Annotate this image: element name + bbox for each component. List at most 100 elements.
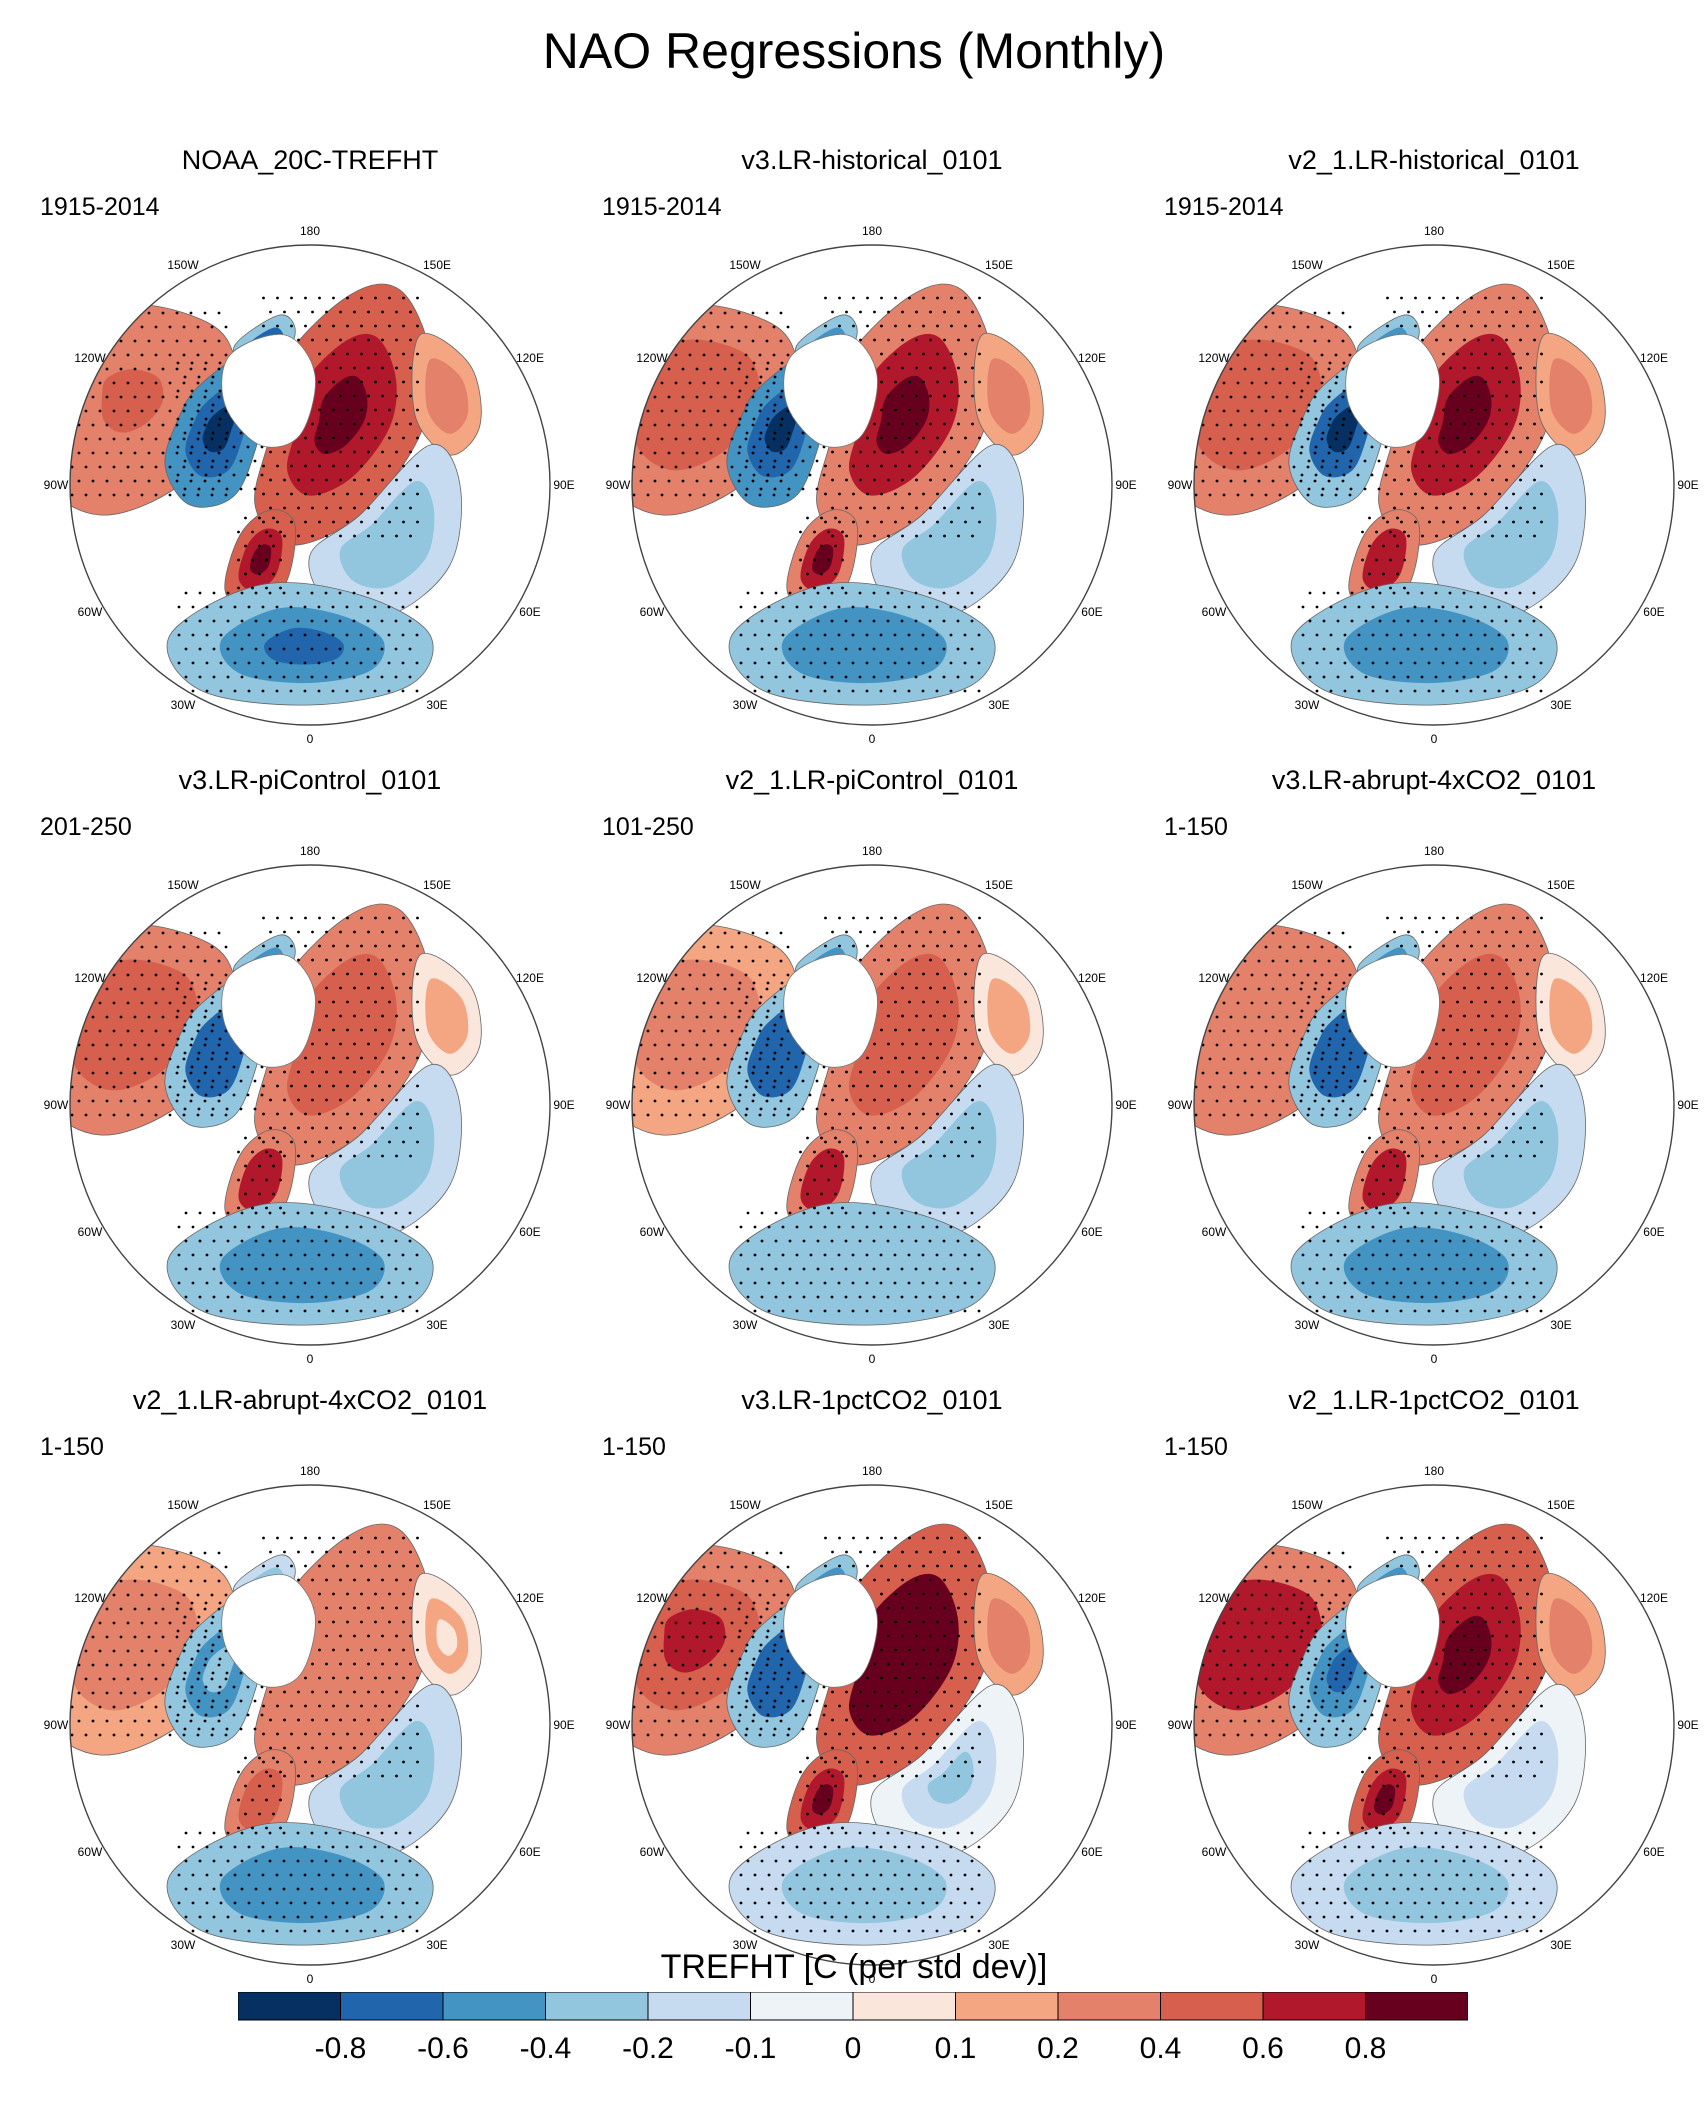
longitude-label: 150E bbox=[985, 258, 1013, 272]
north-america-region-peak bbox=[663, 369, 726, 433]
longitude-label: 180 bbox=[1424, 224, 1444, 238]
longitude-label: 180 bbox=[300, 844, 320, 858]
colorbar-tick-label: 0.1 bbox=[935, 2032, 977, 2065]
longitude-label: 90W bbox=[606, 1718, 631, 1732]
longitude-label: 30E bbox=[988, 1318, 1009, 1332]
significance-stipple bbox=[1194, 916, 1543, 1313]
longitude-label: 60E bbox=[1081, 1845, 1102, 1859]
north-america-region-peak bbox=[101, 989, 164, 1053]
panel-title: v3.LR-abrupt-4xCO2_0101 bbox=[1271, 765, 1597, 795]
polar-map: 180 150E 120E 90E 60E 30E 0 30W 60W 90W 120W 150W bbox=[1168, 1464, 1699, 1986]
longitude-label: 180 bbox=[300, 224, 320, 238]
central-asia-region-peak bbox=[1489, 511, 1536, 564]
map-panel: v3.LR-piControl_0101 180 150E 120E 90E 60E 30E… bbox=[30, 765, 590, 1385]
central-asia-region-peak bbox=[1489, 1751, 1536, 1804]
central-asia-region-peak bbox=[927, 1751, 974, 1804]
longitude-label: 150W bbox=[729, 878, 761, 892]
canada-region-peak bbox=[202, 1026, 236, 1073]
longitude-label: 120E bbox=[1640, 971, 1668, 985]
panel-period: 1915-2014 bbox=[1164, 193, 1284, 221]
longitude-label: 90E bbox=[1115, 1098, 1136, 1112]
europe-region-peak bbox=[1374, 544, 1396, 575]
longitude-label: 90W bbox=[606, 478, 631, 492]
central-asia-region-peak bbox=[927, 511, 974, 564]
longitude-label: 120E bbox=[516, 1591, 544, 1605]
colorbar-swatch bbox=[647, 1992, 751, 2021]
longitude-label: 150E bbox=[423, 258, 451, 272]
polar-map: 180 150E 120E 90E 60E 30E 0 30W 60W 90W 120W 150W bbox=[44, 844, 575, 1366]
longitude-label: 30W bbox=[171, 1938, 196, 1952]
longitude-label: 120W bbox=[1198, 1591, 1230, 1605]
polar-map: 180 150E 120E 90E 60E 30E 0 30W 60W 90W 120W 150W bbox=[606, 224, 1137, 746]
map-boundary bbox=[1193, 1484, 1675, 1966]
panel-period: 1-150 bbox=[40, 1433, 104, 1461]
central-asia-region-peak bbox=[365, 1131, 412, 1184]
canada-region-peak bbox=[764, 1646, 798, 1693]
longitude-label: 180 bbox=[862, 844, 882, 858]
north-africa-region-peak bbox=[1388, 1867, 1468, 1905]
longitude-label: 90E bbox=[1677, 1718, 1698, 1732]
longitude-label: 120E bbox=[1078, 351, 1106, 365]
colorbar-tick-label: -0.2 bbox=[622, 2032, 674, 2065]
north-africa-region-peak bbox=[826, 1247, 906, 1285]
longitude-label: 90E bbox=[553, 1098, 574, 1112]
arctic-ocean bbox=[221, 954, 316, 1068]
longitude-label: 0 bbox=[307, 1352, 314, 1366]
north-africa-region-peak bbox=[264, 627, 344, 665]
longitude-label: 120E bbox=[516, 971, 544, 985]
longitude-label: 30E bbox=[1550, 698, 1571, 712]
longitude-label: 60E bbox=[1643, 1225, 1664, 1239]
longitude-label: 90W bbox=[44, 478, 69, 492]
far-east-region-peak bbox=[1560, 999, 1582, 1036]
north-america-region-peak bbox=[663, 989, 726, 1053]
longitude-label: 120W bbox=[74, 351, 106, 365]
polar-map: 180 150E 120E 90E 60E 30E 0 30W 60W 90W 120W 150W bbox=[1168, 844, 1699, 1366]
arctic-ocean bbox=[1345, 334, 1440, 448]
arctic-ocean bbox=[221, 334, 316, 448]
colorbar-swatch bbox=[238, 1992, 341, 2021]
longitude-label: 120E bbox=[516, 351, 544, 365]
north-america-region-peak bbox=[1225, 1609, 1288, 1673]
europe-region-peak bbox=[812, 544, 834, 575]
panel-period: 1-150 bbox=[602, 1433, 666, 1461]
colorbar-tick-label: 0.8 bbox=[1345, 2032, 1387, 2065]
far-east-region-peak bbox=[436, 1619, 458, 1656]
longitude-label: 60E bbox=[1081, 605, 1102, 619]
longitude-label: 30W bbox=[171, 698, 196, 712]
map-boundary bbox=[69, 1484, 551, 1966]
longitude-label: 30E bbox=[1550, 1938, 1571, 1952]
panel-title: v2_1.LR-1pctCO2_0101 bbox=[1288, 1385, 1580, 1415]
colorbar-swatch bbox=[750, 1992, 854, 2021]
north-america-region-peak bbox=[101, 369, 164, 433]
north-africa-region-peak bbox=[264, 1867, 344, 1905]
europe-region-peak bbox=[250, 1784, 272, 1815]
map-panel: v2_1.LR-abrupt-4xCO2_0101 180 150E 120E 90E 6… bbox=[30, 1385, 590, 2005]
longitude-label: 30E bbox=[1550, 1318, 1571, 1332]
longitude-label: 30W bbox=[171, 1318, 196, 1332]
longitude-label: 30E bbox=[426, 1938, 447, 1952]
far-east-region-peak bbox=[998, 999, 1020, 1036]
canada-region-peak bbox=[202, 1646, 236, 1693]
longitude-label: 0 bbox=[307, 732, 314, 746]
colorbar-tick-label: -0.8 bbox=[315, 2032, 367, 2065]
longitude-label: 180 bbox=[862, 1464, 882, 1478]
longitude-label: 60W bbox=[640, 1845, 665, 1859]
longitude-label: 60E bbox=[519, 605, 540, 619]
europe-region-peak bbox=[812, 1784, 834, 1815]
north-africa-region-peak bbox=[826, 627, 906, 665]
colorbar-tick-label: 0.2 bbox=[1037, 2032, 1079, 2065]
figure-title: NAO Regressions (Monthly) bbox=[542, 23, 1166, 79]
europe-region-peak bbox=[250, 1164, 272, 1195]
arctic-ocean bbox=[221, 1574, 316, 1688]
longitude-label: 60E bbox=[519, 1845, 540, 1859]
longitude-label: 60W bbox=[78, 1225, 103, 1239]
longitude-label: 150W bbox=[167, 1498, 199, 1512]
map-panel: NOAA_20C-TREFHT 180 150E 120E 90E 60E 30E 0 30W 6… bbox=[30, 145, 590, 765]
colorbar-tick-label: -0.6 bbox=[417, 2032, 469, 2065]
panel-title: v3.LR-historical_0101 bbox=[741, 145, 1003, 175]
europe-region-peak bbox=[812, 1164, 834, 1195]
central-asia-region-peak bbox=[365, 1751, 412, 1804]
longitude-label: 150E bbox=[1547, 258, 1575, 272]
colorbar-title: TREFHT [C (per std dev)] bbox=[660, 1948, 1048, 1986]
north-america-region-peak bbox=[1225, 989, 1288, 1053]
